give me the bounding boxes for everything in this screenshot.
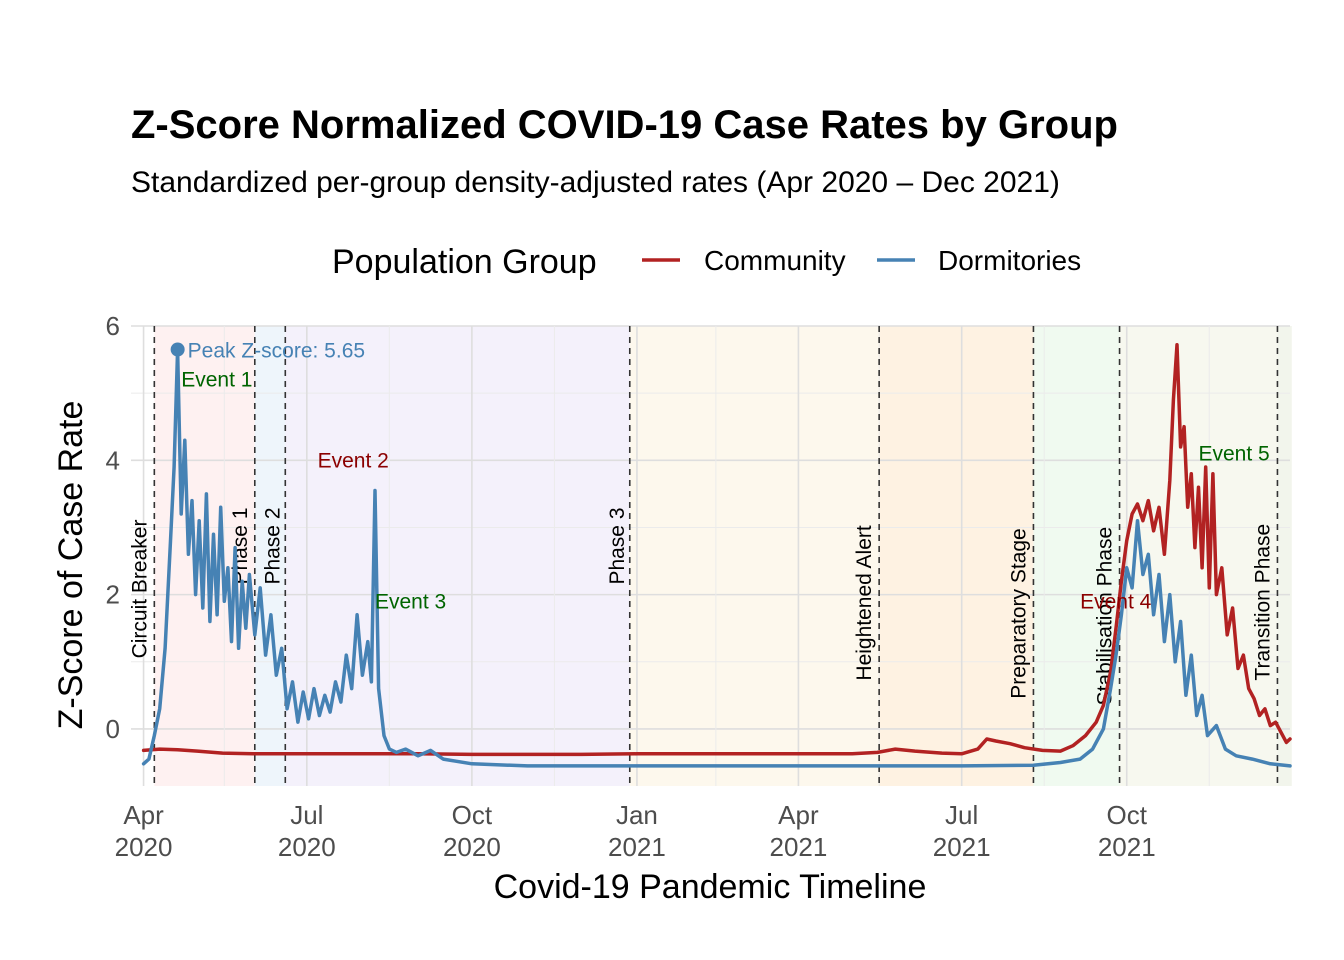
x-tick-label: Oct (1107, 800, 1148, 830)
annotations: Peak Z-score: 5.65 Event 1 Event 2 Event 3 E… (170, 340, 1270, 613)
x-tick-label: Oct (452, 800, 493, 830)
x-tick-label: Jan (616, 800, 658, 830)
series-layer (141, 343, 1292, 768)
x-axis-title: Covid-19 Pandemic Timeline (494, 868, 927, 906)
chart-subtitle: Standardized per-group density-adjusted … (131, 166, 1060, 199)
phase-label-transition-phase: Transition Phase (1251, 524, 1274, 681)
plot-area: Circuit Breaker Phase 1 Phase 2 Phase 3 Heig… (106, 311, 1292, 862)
phase-label-circuit-breaker: Circuit Breaker (128, 520, 151, 659)
x-tick-label: 2021 (608, 832, 666, 862)
x-tick-label: 2021 (1098, 832, 1156, 862)
legend-label-dormitories: Dormitories (938, 245, 1081, 276)
event-label-event-5: Event 5 (1199, 443, 1270, 466)
chart-title: Z-Score Normalized COVID-19 Case Rates b… (131, 103, 1118, 147)
series-line-community (141, 343, 1292, 757)
phase-label-phase-1: Phase 1 (229, 507, 252, 584)
y-axis-title: Z-Score of Case Rate (52, 401, 90, 730)
x-tick-label: 2020 (115, 832, 173, 862)
x-axis: Apr2020Jul2020Oct2020Jan2021Apr2021Jul20… (115, 800, 1156, 862)
y-tick-label: 2 (106, 580, 120, 610)
phase-label-preparatory-stage: Preparatory Stage (1007, 528, 1030, 698)
x-tick-label: 2020 (278, 832, 336, 862)
event-label-event-2: Event 2 (318, 449, 389, 472)
y-axis: 0 2 4 6 (106, 311, 120, 744)
phase-band-phase-3 (629, 326, 880, 786)
legend: Population Group Community Dormitories (332, 243, 1081, 281)
peak-marker (170, 342, 185, 357)
legend-label-community: Community (704, 245, 846, 276)
legend-title: Population Group (332, 243, 597, 281)
y-tick-label: 6 (106, 311, 120, 341)
event-label-event-1: Event 1 (181, 369, 252, 392)
phase-bands (154, 326, 1292, 786)
phase-band-heightened-alert (879, 326, 1034, 786)
x-tick-label: 2021 (933, 832, 991, 862)
phase-band-phase-1 (254, 326, 286, 786)
y-tick-label: 0 (106, 714, 120, 744)
x-tick-label: Apr (778, 800, 819, 830)
x-tick-label: Apr (123, 800, 164, 830)
phase-label-heightened-alert: Heightened Alert (853, 525, 876, 680)
x-tick-label: 2020 (443, 832, 501, 862)
y-tick-label: 4 (106, 445, 120, 475)
x-tick-label: Jul (290, 800, 323, 830)
phase-label-phase-2: Phase 2 (261, 507, 284, 584)
phase-band-phase-2 (285, 326, 630, 786)
event-label-event-3: Event 3 (375, 590, 446, 613)
x-tick-label: 2021 (769, 832, 827, 862)
phase-label-phase-3: Phase 3 (606, 507, 629, 584)
phase-band-transition-phase (1277, 326, 1292, 786)
x-tick-label: Jul (945, 800, 978, 830)
peak-label: Peak Z-score: 5.65 (188, 340, 365, 363)
series-line-dormitories (141, 347, 1292, 768)
event-label-event-4: Event 4 (1080, 590, 1152, 613)
